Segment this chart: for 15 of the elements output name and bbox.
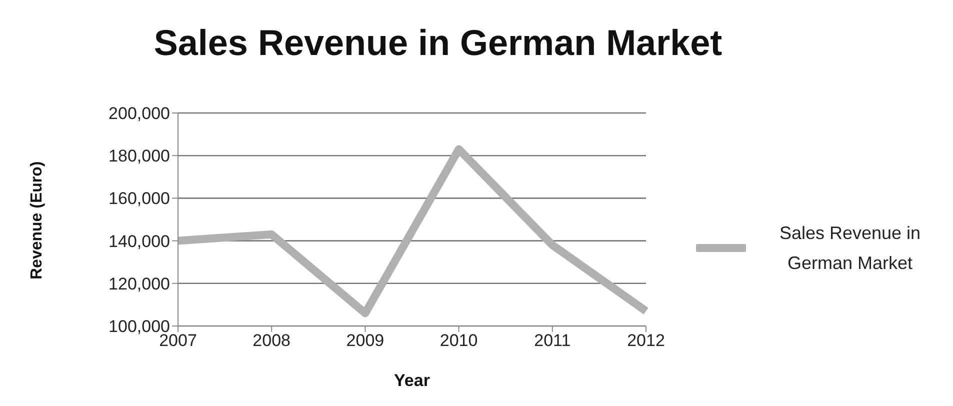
legend-label: Sales Revenue in German Market (778, 222, 922, 275)
x-axis-title: Year (394, 371, 430, 390)
y-tick-label: 160,000 (108, 189, 170, 208)
x-tick-label: 2011 (534, 331, 571, 350)
x-tick-label: 2009 (346, 331, 384, 350)
y-tick-label: 180,000 (108, 146, 170, 166)
y-tick-label: 140,000 (108, 232, 170, 251)
y-axis-title: Revenue (Euro) (28, 161, 46, 280)
y-tick-label: 200,000 (108, 104, 170, 124)
chart-title: Sales Revenue in German Market (152, 22, 724, 64)
x-tick-label: 2008 (252, 331, 291, 350)
x-tick-label: 2012 (627, 331, 665, 350)
y-tick-label: 120,000 (108, 274, 170, 294)
x-tick-label: 2007 (159, 331, 197, 350)
x-tick-label: 2010 (440, 331, 478, 350)
